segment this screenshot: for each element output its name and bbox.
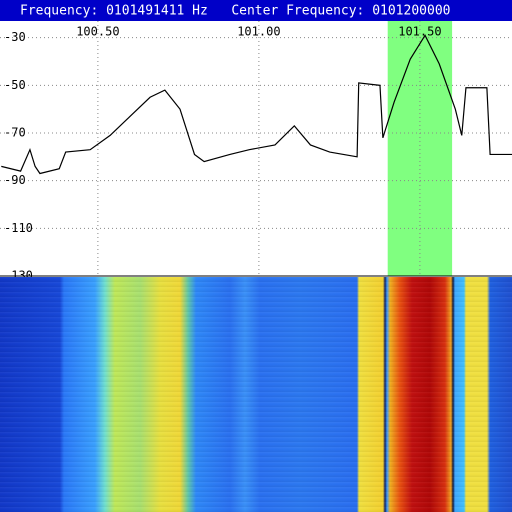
x-tick-label: 101.00: [237, 25, 280, 39]
y-tick-label: -90: [4, 173, 26, 187]
header-text: Frequency: 0101491411 Hz Center Frequenc…: [20, 4, 450, 19]
spectrum: Frequency: 0101491411 Hz Center Frequenc…: [0, 0, 512, 277]
spectrum-line: [1, 34, 512, 175]
waterfall: [0, 277, 512, 512]
y-tick-label: -130: [4, 269, 33, 278]
y-tick-label: -30: [4, 30, 26, 44]
y-tick-label: -110: [4, 221, 33, 235]
y-tick-label: -50: [4, 78, 26, 92]
x-tick-label: 100.50: [76, 25, 119, 39]
y-tick-label: -70: [4, 126, 26, 140]
x-tick-label: 101.50: [398, 25, 441, 39]
header-bar: [0, 0, 512, 21]
